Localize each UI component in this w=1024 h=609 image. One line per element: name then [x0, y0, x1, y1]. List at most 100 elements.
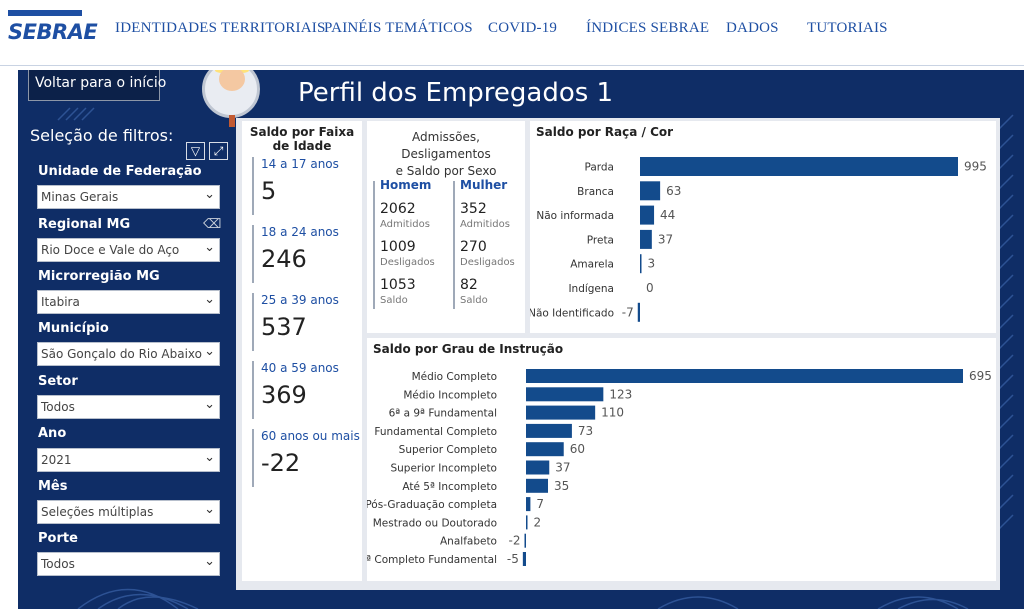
- data-label: 35: [554, 479, 569, 493]
- filter-value-microrregiao: Itabira: [41, 295, 80, 309]
- filter-select-uf[interactable]: Minas Gerais ⌄: [37, 185, 220, 209]
- category-label: Médio Incompleto: [403, 389, 497, 401]
- education-chart-title: Saldo por Grau de Instrução: [373, 342, 564, 356]
- bar[interactable]: [526, 423, 572, 438]
- saldo-value: 82: [460, 277, 478, 293]
- age-item: 14 a 17 anos 5: [252, 157, 352, 215]
- bar[interactable]: [526, 478, 549, 493]
- category-label: Amarela: [570, 259, 614, 271]
- sex-card-title: Admissões, Desligamentos e Saldo por Sex…: [367, 129, 525, 180]
- bar[interactable]: [522, 552, 526, 566]
- background-lines: [57, 107, 1014, 609]
- bar[interactable]: [524, 533, 527, 548]
- data-label: 3: [648, 257, 656, 271]
- mascot-face: [219, 70, 245, 91]
- saldo-value: 1053: [380, 277, 416, 293]
- category-label: Preta: [587, 234, 614, 246]
- data-label: 2: [534, 515, 542, 529]
- category-label: Parda: [584, 162, 614, 174]
- filter-value-regional: Rio Doce e Vale do Aço: [41, 243, 180, 257]
- category-label: Analfabeto: [440, 536, 497, 548]
- sebrae-logo[interactable]: SEBRAE: [8, 10, 98, 50]
- nav-item-covid[interactable]: COVID-19: [488, 20, 558, 36]
- nav-item-identidades[interactable]: IDENTIDADES TERRITORIAIS: [115, 20, 326, 36]
- data-label: 995: [964, 160, 987, 174]
- filter-value-mes: Seleções múltiplas: [41, 505, 154, 519]
- bar[interactable]: [526, 442, 564, 457]
- sex-column-head: Homem: [380, 178, 432, 192]
- sex-title-line2: e Saldo por Sexo: [395, 164, 497, 178]
- chevron-down-icon: ⌄: [204, 554, 215, 569]
- bar[interactable]: [640, 181, 661, 201]
- age-label: 18 a 24 anos: [261, 225, 339, 239]
- filter-label-mes: Mês: [38, 479, 68, 494]
- saldo-caption: Saldo: [380, 295, 408, 306]
- category-label: Médio Completo: [412, 371, 497, 383]
- filter-select-microrregiao[interactable]: Itabira ⌄: [37, 290, 220, 314]
- nav-item-indices[interactable]: ÍNDICES SEBRAE: [586, 20, 710, 36]
- age-label: 25 a 39 anos: [261, 293, 339, 307]
- filter-value-uf: Minas Gerais: [41, 190, 119, 204]
- category-label: Pós-Graduação completa: [367, 499, 497, 511]
- sex-column-homem: Homem 2062 Admitidos 1009 Desligados 105…: [373, 178, 447, 309]
- age-item: 60 anos ou mais -22: [252, 429, 360, 487]
- nav-item-paineis[interactable]: PAINÉIS TEMÁTICOS: [324, 20, 473, 36]
- education-chart: Médio Completo 695 Médio Incompleto 123 6ª a…: [367, 369, 992, 566]
- chevron-down-icon: ⌄: [204, 397, 215, 412]
- desligados-caption: Desligados: [460, 257, 515, 268]
- data-label: 37: [555, 461, 570, 475]
- logo-text: SEBRAE: [8, 20, 98, 44]
- bar[interactable]: [526, 369, 963, 383]
- data-label: 63: [666, 184, 681, 198]
- bar[interactable]: [640, 157, 958, 176]
- category-label: Superior Completo: [399, 444, 497, 456]
- filter-label-setor: Setor: [38, 374, 78, 389]
- admitidos-value: 2062: [380, 201, 416, 217]
- saldo-caption: Saldo: [460, 295, 488, 306]
- age-value: 369: [261, 381, 307, 409]
- sex-card: Admissões, Desligamentos e Saldo por Sex…: [367, 121, 525, 333]
- bar[interactable]: [640, 254, 642, 274]
- bar[interactable]: [640, 205, 655, 225]
- category-label: Indígena: [568, 283, 614, 295]
- eraser-icon[interactable]: ⌫: [203, 217, 222, 232]
- back-to-home-button[interactable]: Voltar para o início: [28, 70, 166, 101]
- filter-select-ano[interactable]: 2021 ⌄: [37, 448, 220, 472]
- filter-value-ano: 2021: [41, 453, 72, 467]
- bar[interactable]: [526, 497, 531, 512]
- admitidos-caption: Admitidos: [460, 219, 510, 230]
- nav-item-dados[interactable]: DADOS: [726, 20, 779, 36]
- expand-icon[interactable]: ⤢: [209, 142, 228, 160]
- age-value: -22: [261, 449, 301, 477]
- desligados-value: 270: [460, 239, 487, 255]
- bar[interactable]: [526, 405, 596, 420]
- filter-icon[interactable]: ▽: [186, 142, 205, 160]
- admitidos-caption: Admitidos: [380, 219, 430, 230]
- filter-select-mes[interactable]: Seleções múltiplas ⌄: [37, 500, 220, 524]
- top-navigation: SEBRAE IDENTIDADES TERRITORIAIS PAINÉIS …: [0, 0, 1024, 66]
- race-chart-card: Saldo por Raça / Cor Parda 995 Branca 63 Não…: [530, 121, 996, 333]
- magnifier-handle: [229, 115, 235, 127]
- filter-label-uf: Unidade de Federação: [38, 164, 202, 179]
- data-label: 695: [969, 369, 992, 383]
- filter-select-municipio[interactable]: São Gonçalo do Rio Abaixo ⌄: [37, 342, 220, 366]
- category-label: Fundamental Completo: [374, 426, 497, 438]
- bar[interactable]: [526, 515, 528, 530]
- bar[interactable]: [640, 229, 652, 249]
- bar[interactable]: [526, 460, 550, 475]
- nav-item-tutoriais[interactable]: TUTORIAIS: [807, 20, 888, 36]
- age-value: 5: [261, 177, 277, 205]
- page-title: Perfil dos Empregados 1: [298, 78, 614, 108]
- filter-select-porte[interactable]: Todos ⌄: [37, 552, 220, 576]
- age-value: 246: [261, 245, 307, 273]
- age-label: 14 a 17 anos: [261, 157, 339, 171]
- bar[interactable]: [526, 387, 604, 402]
- category-label: 6ª a 9ª Fundamental: [389, 408, 497, 420]
- filters-title: Seleção de filtros:: [30, 126, 174, 145]
- data-label: 44: [660, 208, 675, 222]
- chevron-down-icon: ⌄: [204, 187, 215, 202]
- data-label: 110: [601, 406, 624, 420]
- bar[interactable]: [637, 302, 640, 322]
- filter-select-regional[interactable]: Rio Doce e Vale do Aço ⌄: [37, 238, 220, 262]
- filter-select-setor[interactable]: Todos ⌄: [37, 395, 220, 419]
